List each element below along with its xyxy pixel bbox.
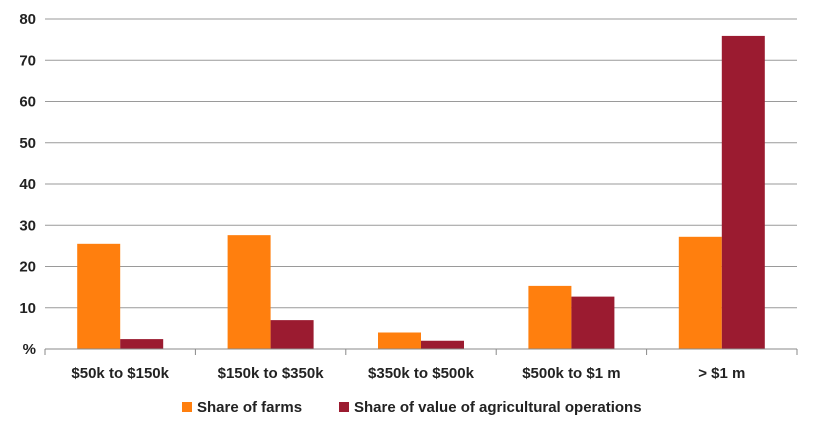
y-tick-label: 60	[19, 94, 36, 111]
bar-share-of-farms-1	[227, 235, 271, 349]
x-axis	[44, 348, 798, 355]
bar-share-of-farms-3	[528, 285, 572, 349]
x-tick-label: $500k to $1 m	[522, 365, 620, 382]
y-tick-label: 30	[19, 217, 36, 234]
legend-label: Share of farms	[197, 399, 302, 416]
legend-swatch	[339, 402, 349, 412]
bar-share-of-value-4	[721, 35, 765, 349]
y-tick-label: 70	[19, 52, 36, 69]
x-tick-label: $350k to $500k	[368, 365, 475, 382]
bar-share-of-value-3	[571, 296, 615, 349]
x-axis-ticks: $50k to $150k $150k to $350k $350k to $500…	[71, 365, 745, 382]
bar-share-of-farms-2	[378, 332, 421, 349]
y-axis-ticks: % 10 20 30 40 50 60 70 80	[19, 11, 36, 358]
y-tick-label: 80	[19, 11, 36, 28]
x-tick-label: $150k to $350k	[218, 365, 325, 382]
bar-share-of-farms-4	[678, 236, 722, 349]
legend-label: Share of value of agricultural operation…	[354, 399, 642, 416]
y-tick-label: 50	[19, 135, 36, 152]
y-tick-label: 20	[19, 259, 36, 276]
bar-share-of-value-2	[421, 340, 464, 349]
y-tick-label: 40	[19, 176, 36, 193]
bar-share-of-farms-0	[77, 243, 121, 349]
gridlines	[45, 18, 797, 309]
y-tick-label: 10	[19, 300, 36, 317]
y-tick-label: %	[23, 341, 36, 358]
bar-share-of-value-1	[270, 320, 314, 349]
legend-swatch	[182, 402, 192, 412]
bars	[77, 35, 765, 349]
bar-share-of-value-0	[120, 339, 164, 349]
x-tick-label: > $1 m	[698, 365, 745, 382]
legend: Share of farms Share of value of agricult…	[182, 399, 642, 416]
x-tick-label: $50k to $150k	[71, 365, 169, 382]
